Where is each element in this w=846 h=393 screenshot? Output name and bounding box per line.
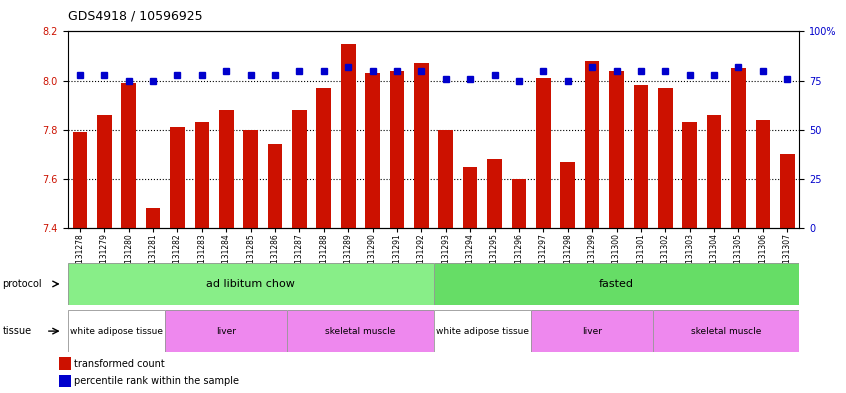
Bar [755,120,770,228]
Text: protocol: protocol [3,279,42,289]
Text: white adipose tissue: white adipose tissue [436,327,529,336]
Text: percentile rank within the sample: percentile rank within the sample [74,376,239,386]
Text: transformed count: transformed count [74,358,165,369]
Bar [512,179,526,228]
Bar [121,83,136,228]
Bar [73,132,87,228]
Bar [536,78,551,228]
Text: skeletal muscle: skeletal muscle [691,327,761,336]
Bar [170,127,184,228]
Bar [463,167,477,228]
Bar [195,122,209,228]
Bar [146,208,161,228]
Bar [316,88,331,228]
Text: ad libitum chow: ad libitum chow [206,279,295,289]
Bar [292,110,307,228]
Bar [219,110,233,228]
Bar [59,357,71,369]
Text: liver: liver [217,327,236,336]
Text: tissue: tissue [3,326,31,336]
Bar [609,71,624,228]
Bar [683,122,697,228]
Bar [706,115,722,228]
Bar [414,63,429,228]
Bar [341,44,355,228]
Bar [634,85,648,228]
Bar [365,73,380,228]
Text: liver: liver [582,327,602,336]
Bar [780,154,794,228]
Bar [560,162,575,228]
Bar [585,61,600,228]
Bar [59,375,71,387]
Bar [438,130,453,228]
Text: white adipose tissue: white adipose tissue [70,327,163,336]
Text: skeletal muscle: skeletal muscle [325,327,396,336]
Bar [487,159,502,228]
Bar [658,88,673,228]
Text: fasted: fasted [599,279,634,289]
Text: GDS4918 / 10596925: GDS4918 / 10596925 [68,10,202,23]
Bar [390,71,404,228]
Bar [97,115,112,228]
Bar [731,68,746,228]
Bar [267,144,283,228]
Bar [244,130,258,228]
